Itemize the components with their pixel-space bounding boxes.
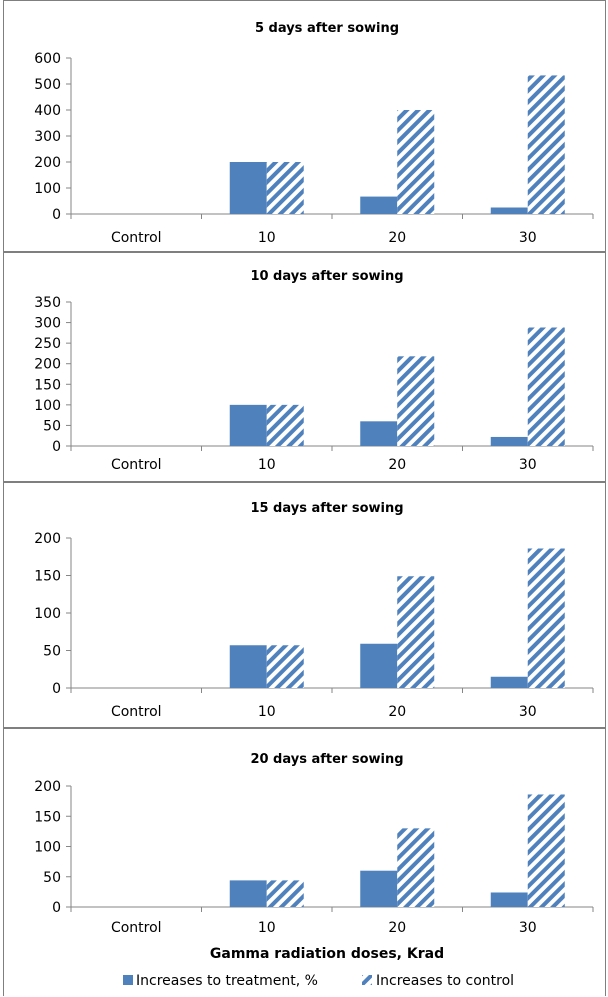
legend-swatch-treatment xyxy=(123,975,133,985)
legend-label-treatment: Increases to treatment, % xyxy=(136,973,318,989)
y-tick-label: 100 xyxy=(34,181,61,197)
x-tick-label: 30 xyxy=(519,230,537,246)
y-tick-label: 300 xyxy=(34,129,61,145)
chart-panel-10-days: 10 days after sowing 0 50 100 150 200 250 300 35… xyxy=(3,252,606,482)
chart-panel-15-days: 15 days after sowing 0 50 100 150 200 Control 1… xyxy=(3,482,606,728)
chart-10-days: 10 days after sowing 0 50 100 150 200 250 300 35… xyxy=(34,269,594,473)
x-tick-label: 20 xyxy=(388,457,406,473)
x-tick-label: Control xyxy=(111,230,162,246)
chart-title: 20 days after sowing xyxy=(250,752,403,767)
y-tick-label: 200 xyxy=(34,779,61,795)
x-tick-label: 20 xyxy=(388,230,406,246)
x-tick-label: 10 xyxy=(258,920,276,936)
y-tick-label: 150 xyxy=(34,809,61,825)
bar-control xyxy=(266,880,304,907)
chart-panel-20-days: 20 days after sowing 0 50 100 150 200 Control 1… xyxy=(3,728,606,996)
y-tick-label: 100 xyxy=(34,840,61,856)
x-tick-label: 10 xyxy=(258,457,276,473)
bar-treatment xyxy=(229,404,267,446)
chart-title: 15 days after sowing xyxy=(250,501,403,516)
chart-5-days: 5 days after sowing 0 100 200 300 400 500 600 Co… xyxy=(34,21,594,246)
bar-control xyxy=(397,356,435,446)
bar-control xyxy=(266,404,304,446)
y-tick-label: 300 xyxy=(34,316,61,332)
bar-control xyxy=(527,548,565,688)
x-tick-label: 20 xyxy=(388,920,406,936)
chart-title: 5 days after sowing xyxy=(255,21,399,36)
x-tick-label: 30 xyxy=(519,920,537,936)
y-tick-label: 0 xyxy=(52,207,61,223)
bar-control xyxy=(397,576,435,688)
bar-treatment xyxy=(360,196,398,214)
chart-20-days: 20 days after sowing 0 50 100 150 200 Control 1… xyxy=(34,752,594,989)
bar-control xyxy=(527,75,565,214)
bar-treatment xyxy=(360,643,398,688)
y-tick-label: 100 xyxy=(34,606,61,622)
x-tick-label: 10 xyxy=(258,230,276,246)
y-tick-label: 50 xyxy=(43,644,61,660)
y-tick-label: 0 xyxy=(52,900,61,916)
chart-15-days: 15 days after sowing 0 50 100 150 200 Control 1… xyxy=(34,501,594,720)
bar-treatment xyxy=(229,645,267,688)
bar-control xyxy=(266,162,304,214)
x-tick-label: 10 xyxy=(258,704,276,720)
bar-control xyxy=(397,110,435,214)
y-tick-label: 150 xyxy=(34,569,61,585)
bar-control xyxy=(527,327,565,446)
x-tick-label: Control xyxy=(111,704,162,720)
y-tick-label: 500 xyxy=(34,77,61,93)
bar-treatment xyxy=(490,436,528,446)
chart-panel-5-days: 5 days after sowing 0 100 200 300 400 500 600 Co… xyxy=(3,0,606,252)
bar-treatment xyxy=(490,892,528,907)
bar-treatment xyxy=(229,880,267,907)
bar-treatment xyxy=(360,870,398,907)
y-tick-label: 50 xyxy=(43,870,61,886)
bar-treatment xyxy=(229,162,267,214)
bar-treatment xyxy=(490,207,528,214)
y-tick-label: 0 xyxy=(52,439,61,455)
y-tick-label: 100 xyxy=(34,398,61,414)
chart-title: 10 days after sowing xyxy=(250,269,403,284)
y-tick-label: 200 xyxy=(34,531,61,547)
y-tick-label: 200 xyxy=(34,155,61,171)
x-axis-title: Gamma radiation doses, Krad xyxy=(210,946,444,962)
x-tick-label: 20 xyxy=(388,704,406,720)
x-tick-label: Control xyxy=(111,457,162,473)
y-tick-label: 400 xyxy=(34,103,61,119)
y-tick-label: 0 xyxy=(52,681,61,697)
x-tick-label: 30 xyxy=(519,457,537,473)
y-tick-label: 250 xyxy=(34,336,61,352)
bar-treatment xyxy=(360,421,398,446)
x-tick-label: Control xyxy=(111,920,162,936)
legend-label-control: Increases to control xyxy=(376,973,514,989)
y-tick-label: 200 xyxy=(34,357,61,373)
y-tick-label: 600 xyxy=(34,51,61,67)
y-tick-label: 350 xyxy=(34,295,61,311)
bar-control xyxy=(397,828,435,907)
bar-control xyxy=(527,794,565,907)
y-tick-label: 150 xyxy=(34,377,61,393)
bar-control xyxy=(266,645,304,688)
bar-treatment xyxy=(490,676,528,688)
y-tick-label: 50 xyxy=(43,418,61,434)
legend-swatch-control xyxy=(362,975,372,985)
x-tick-label: 30 xyxy=(519,704,537,720)
